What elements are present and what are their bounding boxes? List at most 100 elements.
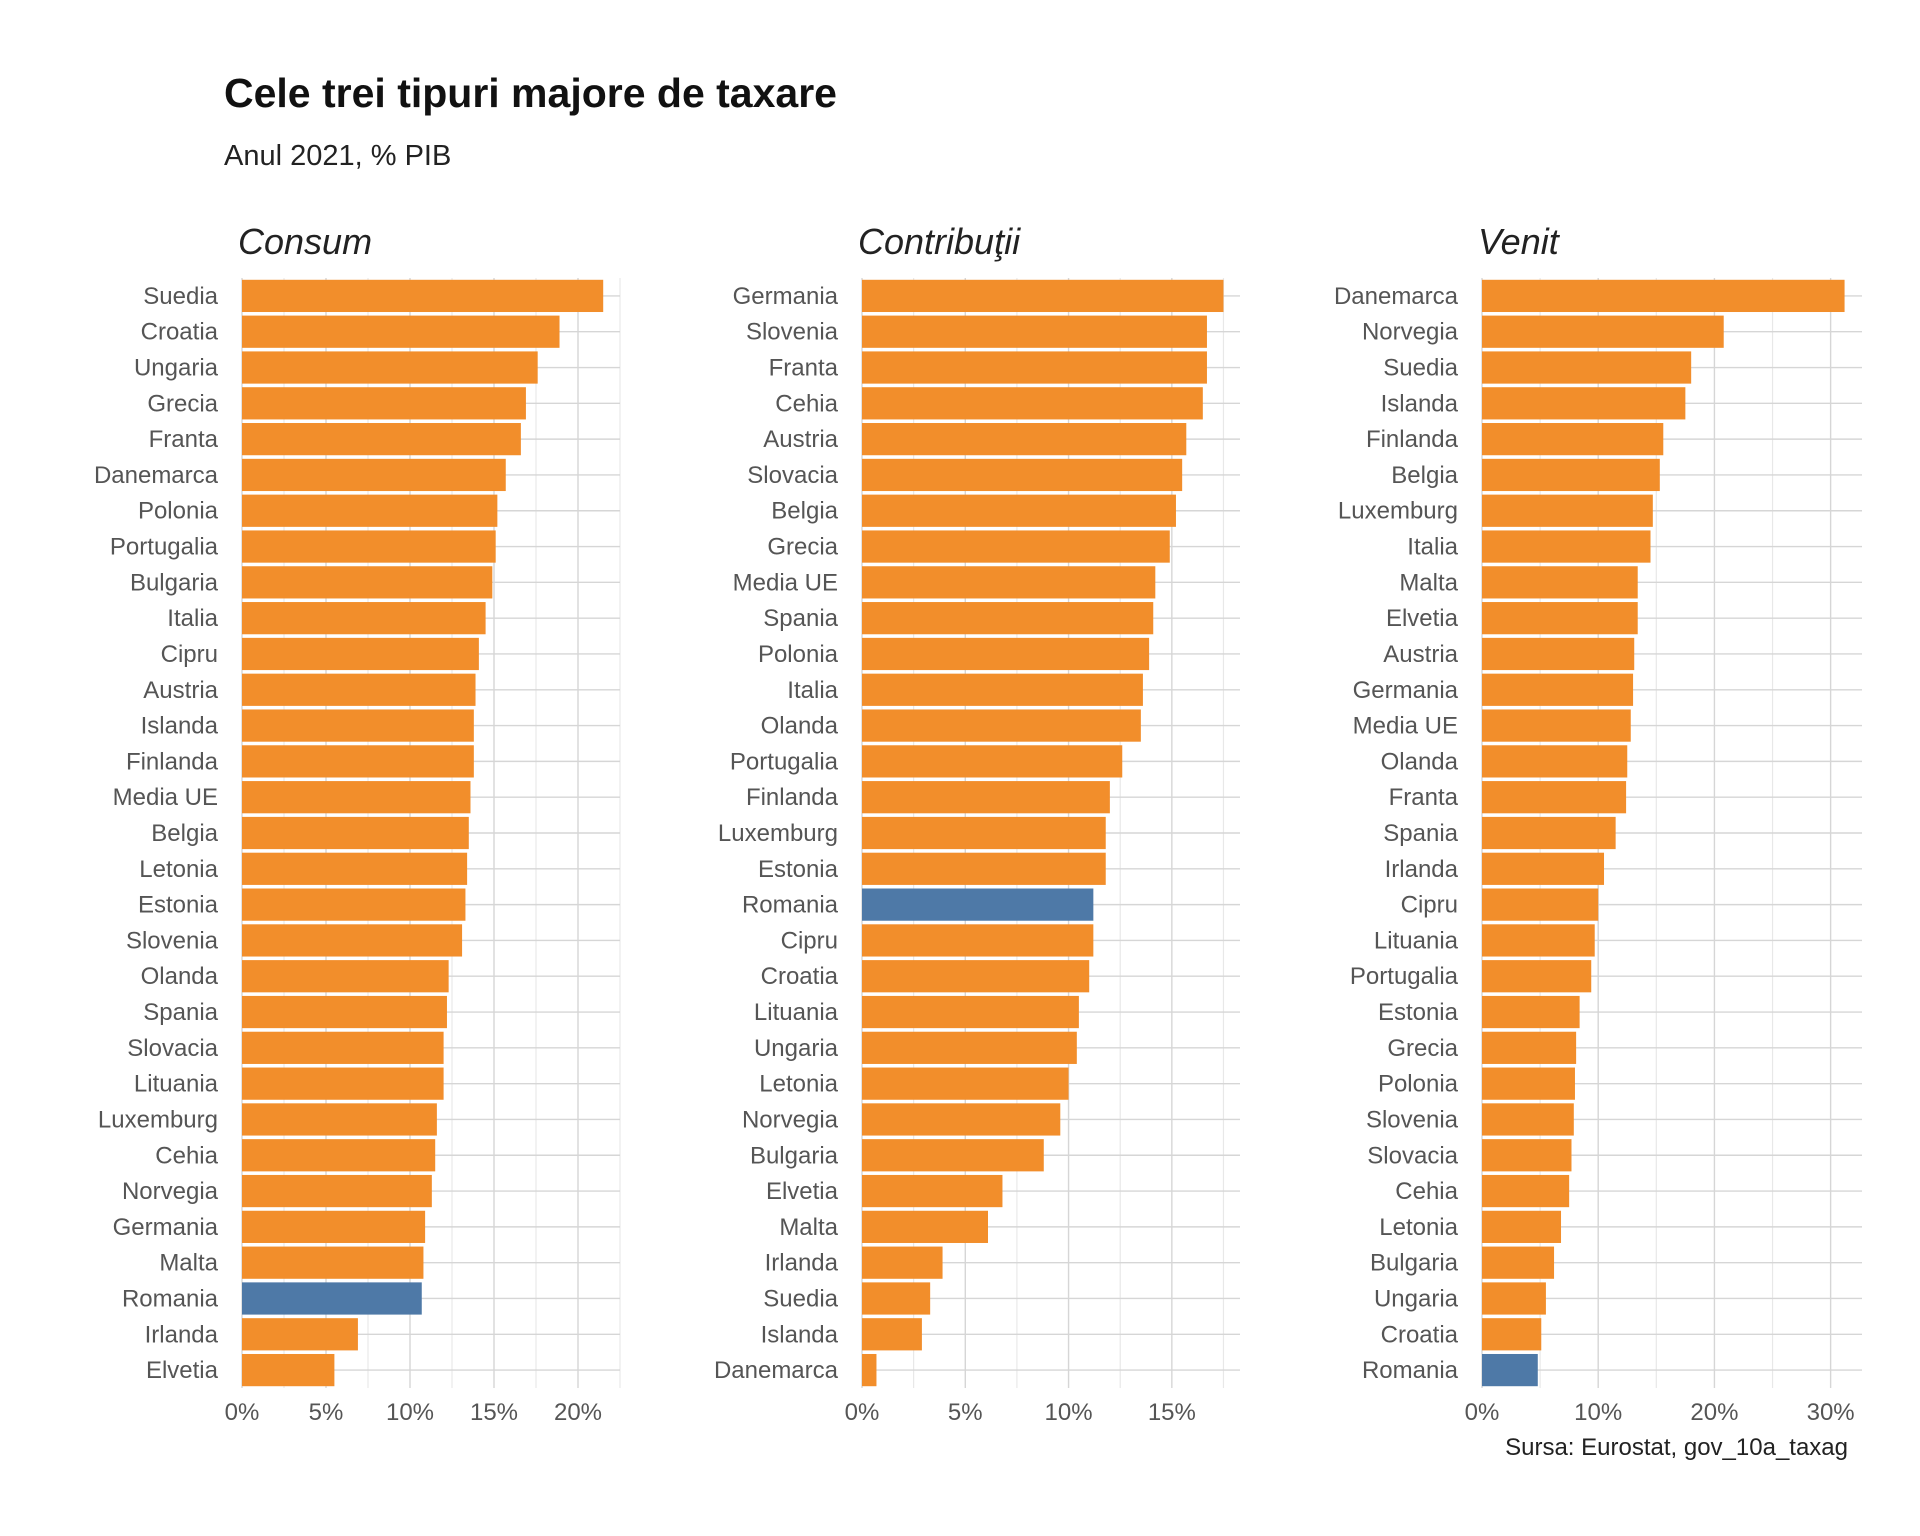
category-label: Germania	[733, 283, 839, 310]
category-label: Germania	[113, 1214, 219, 1241]
bar	[242, 1210, 426, 1243]
category-label: Ungaria	[754, 1035, 839, 1062]
category-label: Spania	[763, 605, 838, 632]
x-tick-label: 20%	[554, 1399, 602, 1426]
bar	[862, 781, 1110, 814]
bar	[1482, 494, 1653, 527]
bar	[862, 458, 1183, 492]
category-label: Cipru	[1401, 892, 1458, 919]
bar	[1482, 1067, 1575, 1100]
bar	[242, 995, 447, 1029]
x-tick-label: 0%	[1465, 1399, 1500, 1426]
bar	[1482, 1318, 1542, 1351]
category-label: Luxemburg	[718, 820, 838, 847]
x-tick-label: 10%	[1045, 1399, 1093, 1426]
bar	[862, 1174, 1003, 1208]
category-label: Cehia	[155, 1142, 218, 1169]
bar	[862, 888, 1094, 921]
bar	[1482, 1139, 1572, 1172]
category-label: Finlanda	[746, 784, 839, 811]
bar	[1482, 1282, 1546, 1315]
category-label: Slovenia	[746, 319, 839, 346]
category-label: Malta	[779, 1214, 838, 1241]
category-label: Franta	[149, 426, 219, 453]
x-tick-label: 30%	[1807, 1399, 1855, 1426]
category-label: Lituania	[1374, 927, 1459, 954]
category-label: Irlanda	[145, 1321, 219, 1348]
bar	[242, 566, 493, 599]
bar	[242, 602, 486, 635]
facet-title: Venit	[1478, 221, 1561, 262]
bar	[1482, 423, 1664, 456]
category-label: Slovenia	[1366, 1106, 1459, 1133]
x-tick-label: 5%	[309, 1399, 344, 1426]
category-label: Croatia	[1381, 1321, 1459, 1348]
x-tick-label: 0%	[845, 1399, 880, 1426]
facet-title: Consum	[238, 221, 372, 262]
bar	[242, 351, 538, 384]
category-label: Elvetia	[766, 1178, 839, 1205]
category-label: Finlanda	[126, 748, 219, 775]
x-tick-label: 20%	[1690, 1399, 1738, 1426]
category-label: Estonia	[1378, 999, 1459, 1026]
bar	[242, 673, 476, 706]
category-label: Suedia	[763, 1285, 838, 1312]
category-label: Elvetia	[1386, 605, 1459, 632]
category-label: Olanda	[1381, 748, 1459, 775]
category-label: Luxemburg	[1338, 498, 1458, 525]
category-label: Norvegia	[122, 1178, 219, 1205]
bar	[1482, 995, 1580, 1029]
bar	[862, 279, 1224, 313]
category-label: Romania	[742, 892, 839, 919]
category-label: Lituania	[134, 1071, 219, 1098]
bar	[242, 1174, 432, 1208]
bar	[1482, 1174, 1570, 1208]
bar	[242, 1139, 436, 1172]
category-label: Belgia	[1391, 462, 1458, 489]
category-label: Grecia	[147, 390, 218, 417]
x-tick-label: 0%	[225, 1399, 260, 1426]
category-label: Portugalia	[110, 534, 219, 561]
category-label: Polonia	[758, 641, 839, 668]
category-label: Austria	[143, 677, 218, 704]
bar	[1482, 1103, 1574, 1136]
bar	[242, 1067, 444, 1100]
bar	[1482, 1353, 1538, 1387]
bar	[862, 924, 1094, 957]
bar	[862, 494, 1176, 527]
category-label: Croatia	[141, 319, 219, 346]
category-label: Danemarca	[94, 462, 219, 489]
bar	[862, 1353, 877, 1387]
bar	[1482, 960, 1592, 993]
bar	[862, 1031, 1077, 1064]
category-label: Spania	[143, 999, 218, 1026]
bar	[242, 423, 521, 456]
bar	[1482, 351, 1692, 384]
bar	[1482, 602, 1638, 635]
bar	[862, 637, 1150, 671]
bar	[242, 924, 463, 957]
bar	[242, 1103, 437, 1136]
category-label: Slovacia	[1367, 1142, 1458, 1169]
bar	[862, 351, 1207, 384]
category-label: Norvegia	[1362, 319, 1459, 346]
x-tick-label: 10%	[1574, 1399, 1622, 1426]
category-label: Slovacia	[127, 1035, 218, 1062]
category-label: Elvetia	[146, 1357, 219, 1384]
category-label: Austria	[1383, 641, 1458, 668]
x-tick-label: 5%	[948, 1399, 983, 1426]
category-label: Belgia	[151, 820, 218, 847]
category-label: Irlanda	[765, 1250, 839, 1277]
bar	[862, 960, 1090, 993]
bar	[1482, 852, 1605, 885]
category-label: Olanda	[141, 963, 219, 990]
bar	[862, 816, 1106, 850]
category-label: Polonia	[138, 498, 219, 525]
bar	[862, 1282, 931, 1315]
category-label: Islanda	[141, 713, 219, 740]
bar	[862, 995, 1079, 1029]
bar	[862, 1067, 1069, 1100]
bar	[1482, 1031, 1577, 1064]
bar	[1482, 1246, 1555, 1279]
x-tick-label: 15%	[1148, 1399, 1196, 1426]
